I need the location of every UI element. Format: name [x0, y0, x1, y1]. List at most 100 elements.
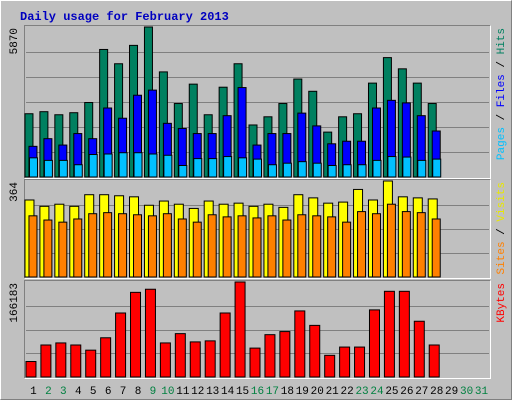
- x-tick-label: 5: [90, 386, 97, 398]
- bar: [372, 159, 382, 178]
- bar: [386, 203, 396, 278]
- legend-entry: KBytes: [496, 283, 508, 323]
- x-tick-label: 1: [30, 386, 37, 398]
- bar: [148, 153, 158, 178]
- bar: [267, 215, 277, 278]
- bar: [282, 219, 292, 278]
- x-tick-label: 17: [266, 386, 279, 398]
- x-tick-label: 26: [400, 386, 413, 398]
- bar: [249, 347, 261, 378]
- bar: [327, 216, 337, 278]
- bar: [354, 346, 366, 378]
- bar: [177, 218, 187, 278]
- panel-bevel-light: [24, 280, 491, 379]
- panel-bevel-dark: [24, 280, 491, 379]
- x-tick-label: 27: [415, 386, 428, 398]
- bar: [324, 354, 336, 378]
- bar: [73, 164, 83, 178]
- y-tick-label: 5870: [9, 28, 21, 54]
- bar: [88, 213, 98, 278]
- x-tick-label: 30: [460, 386, 473, 398]
- legend-entry: Visits: [496, 182, 508, 222]
- bar: [40, 344, 52, 378]
- legend-separator: /: [496, 107, 508, 127]
- x-tick-label: 4: [75, 386, 82, 398]
- x-tick-label: 12: [191, 386, 204, 398]
- bar: [234, 281, 246, 378]
- bar: [342, 164, 352, 178]
- bar: [58, 221, 68, 278]
- x-tick-label: 15: [236, 386, 249, 398]
- panel-bevel-light: [24, 179, 491, 279]
- bar: [115, 312, 127, 378]
- x-tick-label: 6: [105, 386, 112, 398]
- chart-title: Daily usage for February 2013: [20, 10, 229, 24]
- bar: [237, 215, 247, 278]
- bar: [118, 213, 128, 278]
- bar: [342, 221, 352, 278]
- x-tick-label: 13: [206, 386, 219, 398]
- bar: [28, 157, 38, 178]
- bar: [100, 337, 112, 378]
- x-tick-label: 31: [475, 386, 489, 398]
- x-tick-label: 10: [161, 386, 174, 398]
- bar: [368, 309, 380, 378]
- bar: [43, 219, 53, 278]
- bar: [73, 218, 83, 278]
- legend-separator: /: [496, 54, 508, 74]
- x-tick-label: 23: [355, 386, 368, 398]
- bar: [130, 291, 142, 378]
- bar: [193, 158, 203, 178]
- bar: [103, 212, 113, 278]
- x-tick-label: 25: [385, 386, 398, 398]
- bar: [339, 346, 351, 378]
- bar: [204, 340, 216, 378]
- bar: [222, 216, 232, 278]
- bar: [282, 162, 292, 178]
- bar: [174, 333, 186, 378]
- legend: Pages / Files / Hits: [496, 28, 508, 160]
- bar: [279, 331, 291, 378]
- panel-bevel-light: [24, 25, 491, 179]
- x-tick-label: 3: [60, 386, 67, 398]
- x-tick-label: 21: [326, 386, 340, 398]
- bar: [428, 344, 440, 378]
- bar: [144, 288, 156, 378]
- bar: [208, 158, 218, 178]
- bar: [252, 217, 262, 278]
- bar: [70, 344, 82, 378]
- bar: [416, 212, 426, 278]
- bar: [55, 342, 67, 378]
- x-tick-label: 2: [45, 386, 52, 398]
- x-tick-label: 19: [296, 386, 309, 398]
- bar: [219, 312, 231, 378]
- bar: [147, 215, 157, 278]
- legend-entry: Sites: [496, 241, 508, 274]
- y-tick-label: 166183: [9, 283, 21, 323]
- bar: [207, 214, 217, 278]
- x-tick-label: 7: [120, 386, 127, 398]
- bar: [162, 213, 172, 278]
- bar: [118, 152, 128, 178]
- bar: [159, 342, 171, 378]
- bar: [371, 213, 381, 278]
- bar: [413, 320, 425, 378]
- x-tick-label: 28: [430, 386, 443, 398]
- bar: [28, 215, 38, 278]
- x-tick-label: 9: [150, 386, 157, 398]
- bar: [294, 310, 306, 378]
- x-tick-label: 29: [445, 386, 458, 398]
- x-tick-label: 20: [311, 386, 324, 398]
- bar: [58, 159, 68, 178]
- bar: [192, 221, 202, 278]
- x-tick-label: 24: [370, 386, 384, 398]
- bar: [25, 361, 37, 378]
- bar: [398, 290, 410, 378]
- bar: [264, 334, 276, 378]
- legend-separator: /: [496, 222, 508, 242]
- legend-entry: Pages: [496, 127, 508, 160]
- bar: [103, 153, 113, 178]
